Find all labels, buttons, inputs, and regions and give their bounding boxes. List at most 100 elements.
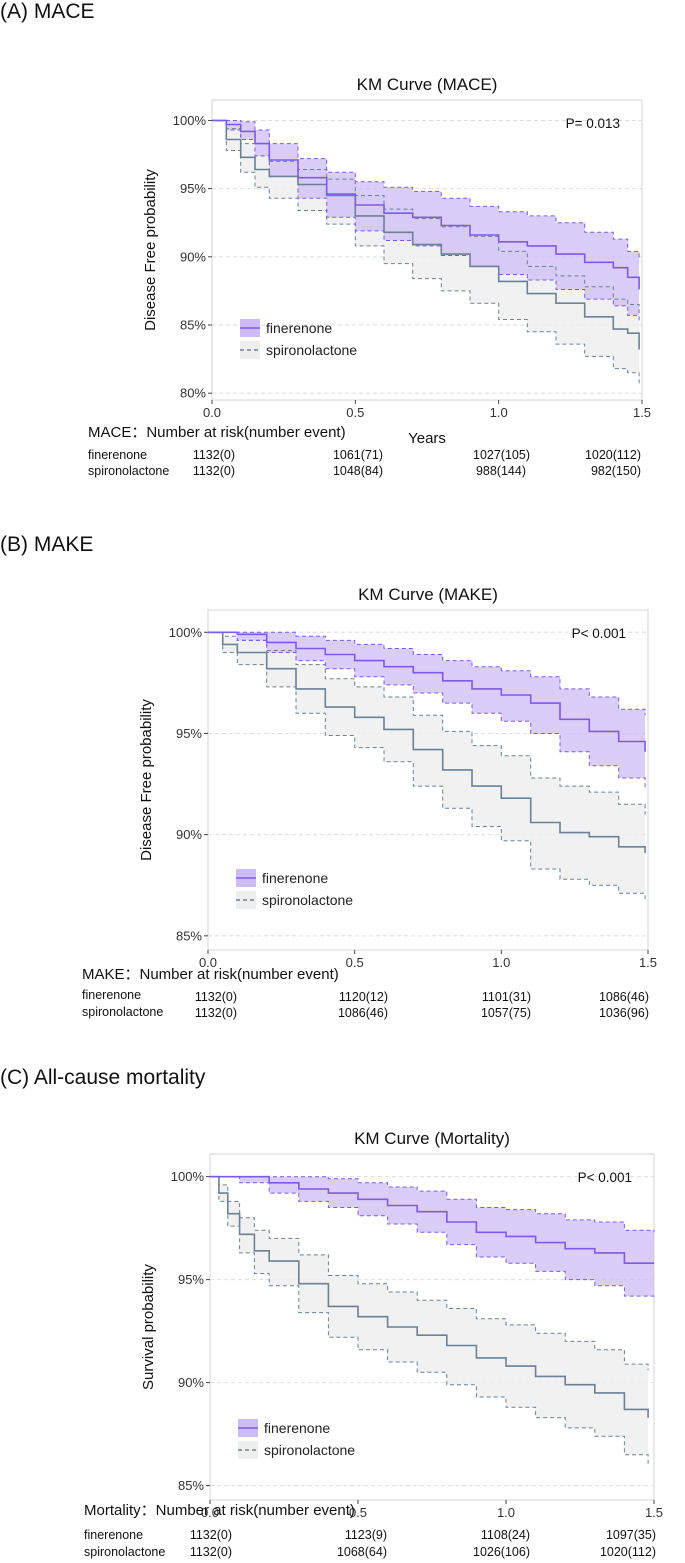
risk-cell: 1068(64) bbox=[336, 1545, 387, 1559]
risk-cell: 1036(96) bbox=[598, 1006, 649, 1020]
panel-a-label: (A) MACE bbox=[0, 0, 95, 23]
risk-cell: 1057(75) bbox=[480, 1006, 531, 1020]
y-axis-label: Disease Free probability bbox=[142, 169, 159, 331]
ci-band-spironolactone bbox=[208, 632, 646, 900]
risk-cell: 1132(0) bbox=[189, 1528, 232, 1542]
km-chart-mace: 80% 85% 90% 95% 100% 0.0 0.5 1.0 1.5 KM Curve (MA… bbox=[142, 75, 651, 447]
risk-cell: 1020(112) bbox=[599, 1545, 656, 1559]
panel-c-label: (C) All-cause mortality bbox=[0, 1066, 206, 1089]
x-tick-label: 1.5 bbox=[639, 955, 657, 970]
risk-row-group-spironolactone: spironolactone bbox=[88, 464, 170, 478]
x-tick-label: 0.5 bbox=[346, 405, 364, 420]
y-axis-label: Disease Free probability bbox=[138, 699, 155, 861]
km-chart-make: 85% 90% 95% 100% 0.0 0.5 1.0 1.5 KM Curve (MAKE)… bbox=[138, 585, 657, 970]
ci-lower-finerenone bbox=[208, 631, 646, 791]
risk-cell: 1132(0) bbox=[192, 464, 235, 478]
risk-cell: 1132(0) bbox=[192, 448, 235, 462]
risk-cell: 982(150) bbox=[590, 464, 641, 478]
p-value-annotation: P= 0.013 bbox=[566, 116, 620, 131]
ci-band-finerenone bbox=[210, 1176, 654, 1299]
chart-title: KM Curve (Mortality) bbox=[354, 1129, 510, 1148]
y-tick-label: 90% bbox=[178, 1375, 204, 1390]
ci-upper-finerenone bbox=[210, 1176, 655, 1233]
chart-title: KM Curve (MAKE) bbox=[358, 585, 498, 604]
x-tick-label: 1.5 bbox=[633, 405, 651, 420]
risk-row-group-finerenone: finerenone bbox=[82, 988, 142, 1002]
x-tick-label: 0.5 bbox=[346, 955, 364, 970]
y-tick-label: 90% bbox=[176, 827, 202, 842]
km-line-spironolactone bbox=[212, 119, 640, 350]
risk-cell: 1108(24) bbox=[480, 1528, 530, 1542]
km-line-spironolactone bbox=[208, 631, 646, 853]
x-tick-label: 1.0 bbox=[497, 1505, 515, 1520]
km-line-spironolactone bbox=[210, 1175, 649, 1418]
y-axis-label: Survival probability bbox=[140, 1264, 157, 1390]
legend-label-spironolactone: spironolactone bbox=[262, 892, 353, 908]
x-axis-label: Years bbox=[408, 430, 446, 447]
ci-lower-finerenone bbox=[210, 1176, 655, 1299]
ci-band-spironolactone bbox=[210, 1176, 649, 1465]
risk-cell: 1120(12) bbox=[338, 990, 388, 1004]
risk-cell: 988(144) bbox=[475, 464, 526, 478]
ci-upper-finerenone bbox=[208, 631, 646, 716]
risk-cell: 1132(0) bbox=[194, 990, 237, 1004]
x-tick-label: 1.5 bbox=[645, 1505, 663, 1520]
risk-row-group-finerenone: finerenone bbox=[88, 448, 148, 462]
x-tick-label: 1.0 bbox=[492, 955, 510, 970]
legend-label-finerenone: finerenone bbox=[264, 1420, 330, 1436]
panel-b-label: (B) MAKE bbox=[0, 533, 94, 556]
risk-cell: 1020(112) bbox=[584, 448, 641, 462]
ci-lower-spironolactone bbox=[212, 120, 640, 384]
risk-table-title-mace: MACE：Number at risk(number event) bbox=[88, 424, 346, 441]
risk-cell: 1101(31) bbox=[481, 990, 531, 1004]
y-tick-label: 100% bbox=[173, 113, 207, 128]
risk-cell: 1097(35) bbox=[605, 1528, 656, 1542]
legend-label-finerenone: finerenone bbox=[266, 320, 332, 336]
ci-upper-finerenone bbox=[212, 120, 640, 260]
y-tick-label: 85% bbox=[176, 928, 202, 943]
y-tick-label: 95% bbox=[180, 181, 206, 196]
legend-label-spironolactone: spironolactone bbox=[266, 342, 357, 358]
ci-band-finerenone bbox=[208, 632, 646, 791]
risk-cell: 1027(105) bbox=[473, 448, 530, 462]
legend-label-finerenone: finerenone bbox=[262, 870, 328, 886]
y-tick-label: 95% bbox=[178, 1272, 204, 1287]
risk-row-group-spironolactone: spironolactone bbox=[82, 1005, 164, 1019]
km-line-finerenone bbox=[210, 1175, 654, 1264]
risk-cell: 1132(0) bbox=[189, 1545, 232, 1559]
risk-cell: 1086(46) bbox=[598, 990, 649, 1004]
ci-lower-finerenone bbox=[212, 120, 640, 321]
km-chart-mortality: 85% 90% 95% 100% 0.0 0.5 1.0 1.5 KM Curve (Morta… bbox=[140, 1129, 663, 1520]
risk-cell: 1048(84) bbox=[332, 464, 383, 478]
km-line-finerenone bbox=[208, 631, 646, 752]
ci-band-finerenone bbox=[212, 120, 640, 321]
risk-table-title-make: MAKE：Number at risk(number event) bbox=[82, 966, 339, 983]
x-tick-label: 0.0 bbox=[201, 1505, 219, 1520]
ci-lower-spironolactone bbox=[208, 631, 646, 900]
risk-cell: 1026(106) bbox=[473, 1545, 530, 1559]
y-tick-label: 95% bbox=[176, 726, 202, 741]
risk-row-group-finerenone: finerenone bbox=[84, 1528, 144, 1542]
risk-cell: 1086(46) bbox=[337, 1006, 388, 1020]
y-tick-label: 85% bbox=[178, 1478, 204, 1493]
x-tick-label: 1.0 bbox=[490, 405, 508, 420]
p-value-annotation: P< 0.001 bbox=[578, 1170, 632, 1185]
risk-row-group-spironolactone: spironolactone bbox=[84, 1545, 166, 1559]
ci-lower-spironolactone bbox=[210, 1176, 649, 1465]
y-tick-label: 90% bbox=[180, 249, 206, 264]
km-line-finerenone bbox=[212, 119, 640, 290]
chart-title: KM Curve (MACE) bbox=[357, 75, 498, 94]
risk-cell: 1132(0) bbox=[194, 1006, 237, 1020]
p-value-annotation: P< 0.001 bbox=[572, 626, 626, 641]
legend-label-spironolactone: spironolactone bbox=[264, 1442, 355, 1458]
x-tick-label: 0.0 bbox=[199, 955, 217, 970]
x-tick-label: 0.0 bbox=[203, 405, 221, 420]
y-tick-label: 100% bbox=[171, 1169, 205, 1184]
risk-table-title-mortality: Mortality：Number at risk(number event) bbox=[84, 1502, 355, 1519]
x-tick-label: 0.5 bbox=[349, 1505, 367, 1520]
risk-cell: 1061(71) bbox=[332, 448, 383, 462]
risk-cell: 1123(9) bbox=[344, 1528, 387, 1542]
y-tick-label: 85% bbox=[180, 318, 206, 333]
y-tick-label: 100% bbox=[169, 625, 203, 640]
y-tick-label: 80% bbox=[180, 386, 206, 401]
